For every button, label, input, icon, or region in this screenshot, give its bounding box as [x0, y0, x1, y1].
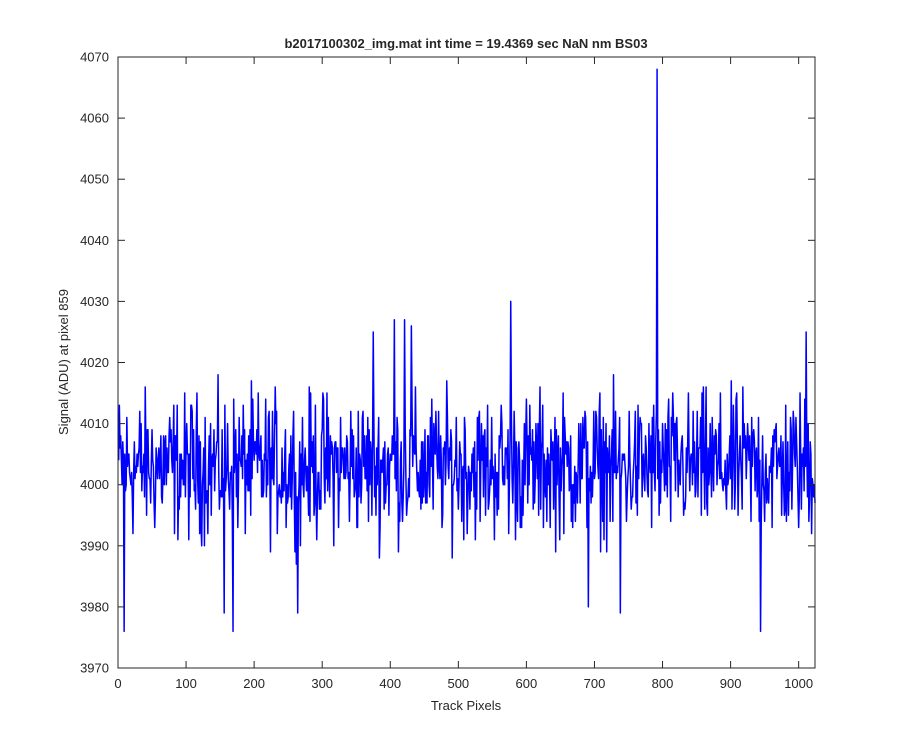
y-tick-label: 4020 [80, 355, 109, 370]
x-tick-label: 200 [243, 676, 265, 691]
series-layer [117, 68, 816, 633]
y-tick-label: 4040 [80, 233, 109, 248]
y-tick-label: 4010 [80, 416, 109, 431]
y-tick-label: 4000 [80, 477, 109, 492]
x-tick-label: 0 [114, 676, 121, 691]
series-line [117, 68, 816, 633]
x-tick-label: 1000 [784, 676, 813, 691]
plot-area [118, 57, 815, 668]
x-tick-label: 600 [516, 676, 538, 691]
y-tick-label: 4030 [80, 294, 109, 309]
x-tick-label: 300 [311, 676, 333, 691]
ticks-layer: 0 100 200 300 400 500 600 700 800 900 1000 3970 3980… [80, 50, 815, 691]
y-tick-label: 4070 [80, 50, 109, 65]
chart-title: b2017100302_img.mat int time = 19.4369 s… [284, 36, 647, 51]
x-tick-label: 400 [379, 676, 401, 691]
y-tick-label: 4060 [80, 111, 109, 126]
x-tick-label: 700 [584, 676, 606, 691]
x-axis-label: Track Pixels [431, 698, 502, 713]
y-tick-label: 4050 [80, 172, 109, 187]
y-tick-label: 3980 [80, 599, 109, 614]
y-tick-label: 3970 [80, 661, 109, 676]
x-tick-label: 100 [175, 676, 197, 691]
y-axis-label: Signal (ADU) at pixel 859 [56, 289, 71, 435]
x-tick-label: 500 [447, 676, 469, 691]
x-tick-label: 900 [720, 676, 742, 691]
x-tick-label: 800 [652, 676, 674, 691]
y-tick-label: 3990 [80, 538, 109, 553]
